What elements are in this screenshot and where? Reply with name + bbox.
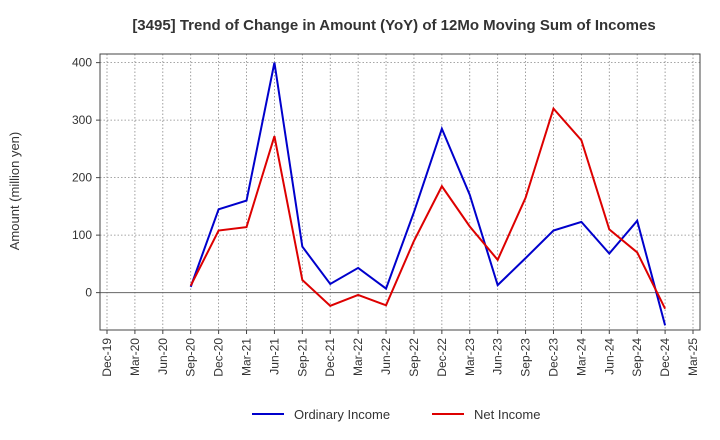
x-tick-label: Mar-23 <box>463 338 477 376</box>
x-tick-label: Sep-20 <box>184 338 198 377</box>
x-tick-label: Jun-23 <box>491 338 505 375</box>
x-tick-label: Dec-24 <box>658 338 672 377</box>
y-tick-label: 200 <box>72 171 92 185</box>
x-axis-ticks: Dec-19 Mar-20 Jun-20 Sep-20 Dec-20 Mar-21 Jun-… <box>100 330 700 377</box>
x-tick-label: Jun-22 <box>379 338 393 375</box>
x-tick-label: Dec-23 <box>546 338 560 377</box>
legend-label: Ordinary Income <box>294 407 390 422</box>
x-tick-label: Mar-20 <box>128 338 142 376</box>
chart-title: [3495] Trend of Change in Amount (YoY) o… <box>132 17 655 34</box>
x-tick-label: Mar-25 <box>686 338 700 376</box>
x-tick-label: Jun-20 <box>156 338 170 375</box>
legend-label: Net Income <box>474 407 540 422</box>
y-tick-label: 400 <box>72 56 92 70</box>
series-line-ordinary-income <box>189 62 667 326</box>
y-tick-label: 100 <box>72 228 92 242</box>
x-tick-label: Jun-24 <box>602 338 616 375</box>
x-tick-label: Dec-21 <box>323 338 337 377</box>
series-line-net-income <box>189 106 666 310</box>
y-tick-label: 300 <box>72 113 92 127</box>
x-tick-label: Jun-21 <box>267 338 281 375</box>
legend: Ordinary Income Net Income <box>252 407 540 422</box>
series-layer <box>189 62 667 326</box>
x-tick-label: Mar-22 <box>351 338 365 376</box>
x-tick-label: Dec-20 <box>212 338 226 377</box>
y-tick-label: 0 <box>85 286 92 300</box>
y-axis-label: Amount (million yen) <box>7 132 22 251</box>
x-tick-label: Mar-21 <box>240 338 254 376</box>
x-tick-label: Sep-24 <box>630 338 644 377</box>
x-tick-label: Sep-22 <box>407 338 421 377</box>
y-axis-ticks: 0 100 200 300 400 <box>72 56 100 300</box>
x-tick-label: Mar-24 <box>574 338 588 376</box>
x-tick-label: Dec-19 <box>100 338 114 377</box>
x-tick-label: Sep-21 <box>295 338 309 377</box>
x-tick-label: Dec-22 <box>435 338 449 377</box>
grid <box>100 54 700 330</box>
plot-area <box>99 53 701 331</box>
x-tick-label: Sep-23 <box>519 338 533 377</box>
